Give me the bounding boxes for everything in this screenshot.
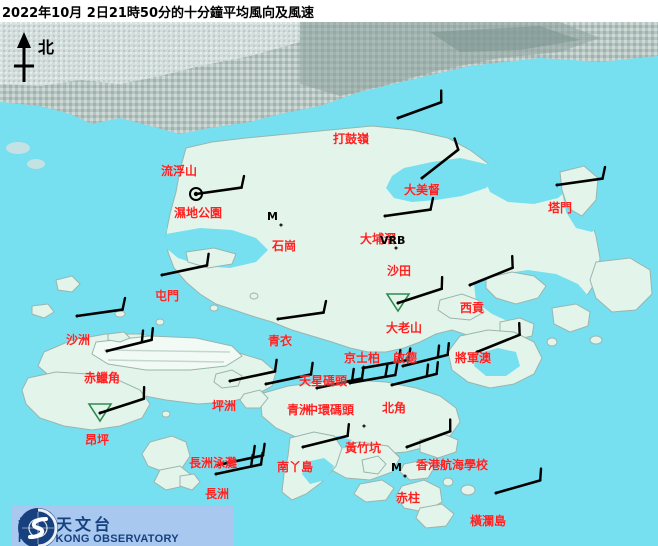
station-label[interactable]: 石崗: [272, 239, 297, 253]
wind-barb: [401, 341, 451, 368]
station-label[interactable]: 大美督: [404, 183, 441, 197]
station-marker-dot[interactable]: [227, 378, 233, 384]
title-bar: 2022年10月 2日21時50分的十分鐘平均風向及風速: [0, 0, 658, 22]
station-label[interactable]: 京士柏: [344, 351, 381, 365]
station-marker-dot[interactable]: [493, 490, 499, 496]
station-marker-dot[interactable]: [74, 313, 80, 319]
station-label[interactable]: 長洲泳灘: [189, 456, 238, 470]
wind-barb: [160, 252, 210, 277]
wind-barb: [396, 275, 444, 305]
station-marker-dot[interactable]: [213, 471, 219, 477]
station-marker-dot[interactable]: [159, 272, 165, 278]
station-label[interactable]: 昂坪: [85, 433, 110, 447]
wind-barb: [396, 89, 443, 120]
station-marker-dot[interactable]: [275, 316, 281, 322]
station-marker-dot[interactable]: [419, 175, 425, 181]
station-marker-dot[interactable]: [263, 381, 269, 387]
map-geography: [0, 22, 658, 546]
wind-barb: [75, 296, 127, 318]
station-marker-dot[interactable]: [278, 222, 284, 228]
station-label[interactable]: 大老山: [386, 321, 423, 335]
wind-barb: [98, 385, 146, 415]
wind-barb: [228, 358, 278, 383]
wind-barb: [276, 299, 328, 321]
station-label[interactable]: 天星碼頭: [299, 374, 348, 388]
station-marker-dot[interactable]: [389, 382, 395, 388]
page-title: 2022年10月 2日21時50分的十分鐘平均風向及風速: [2, 5, 315, 21]
station-label[interactable]: 濕地公園: [174, 206, 223, 220]
station-marker-dot[interactable]: [467, 282, 473, 288]
station-label[interactable]: 赤柱: [396, 491, 421, 505]
missing-data-flag: M: [391, 461, 402, 474]
station-marker-dot[interactable]: [474, 349, 480, 355]
wind-barb: [390, 360, 440, 387]
station-label[interactable]: 橫瀾島: [470, 514, 507, 528]
station-label[interactable]: 青洲: [287, 403, 312, 417]
map-canvas[interactable]: 北 打鼓嶺流浮山濕地公園 大美督塔門石崗 M 大埔滘沙田 VRB 屯門沙洲赤鱲角 青衣 西貢大…: [0, 22, 658, 546]
wind-barb: [214, 451, 264, 476]
wind-barb: [420, 137, 460, 180]
wind-barb: [301, 422, 351, 449]
station-label[interactable]: 南丫島: [277, 460, 314, 474]
station-label[interactable]: 北角: [382, 401, 407, 415]
station-label[interactable]: 香港航海學校: [416, 458, 489, 472]
station-label[interactable]: 沙田: [387, 264, 412, 278]
wind-barb: [105, 326, 155, 353]
wind-barb-layer: [75, 89, 607, 495]
north-arrow-icon: [14, 32, 34, 82]
station-marker-dot[interactable]: [402, 473, 408, 479]
wind-barb: [555, 165, 607, 187]
station-label[interactable]: 塔門: [548, 201, 573, 215]
station-label[interactable]: 坪洲: [212, 399, 237, 413]
station-label[interactable]: 青衣: [268, 334, 293, 348]
station-marker-dot[interactable]: [314, 385, 320, 391]
station-marker-dot[interactable]: [554, 182, 560, 188]
station-marker-dot[interactable]: [400, 363, 406, 369]
station-marker-dot[interactable]: [393, 245, 399, 251]
station-marker-dot[interactable]: [361, 423, 367, 429]
hko-name-english: HONG KONG OBSERVATORY: [18, 532, 179, 545]
station-label[interactable]: 中環碼頭: [306, 403, 355, 417]
station-label[interactable]: 西貢: [460, 301, 485, 315]
station-marker-dot[interactable]: [404, 444, 410, 450]
station-marker-dot[interactable]: [215, 462, 221, 468]
station-label[interactable]: 赤鱲角: [84, 371, 121, 385]
missing-data-flag: M: [267, 210, 278, 223]
wind-barb: [361, 347, 412, 370]
station-label[interactable]: 黃竹坑: [345, 441, 382, 455]
station-marker-dot[interactable]: [382, 213, 388, 219]
hko-swirl-logo: [18, 508, 58, 546]
station-marker-dot[interactable]: [97, 410, 103, 416]
station-label[interactable]: 大埔滘: [360, 232, 397, 246]
wind-barb: [405, 418, 452, 449]
compass: 北: [6, 30, 72, 88]
station-label[interactable]: 流浮山: [161, 164, 198, 178]
wind-barb: [264, 361, 314, 386]
station-label[interactable]: 長洲: [205, 487, 230, 501]
station-marker-dot[interactable]: [360, 365, 366, 371]
station-label[interactable]: 將軍澳: [455, 351, 492, 365]
station-marker-dot[interactable]: [395, 300, 401, 306]
station-label[interactable]: 屯門: [155, 289, 180, 303]
station-marker-dot[interactable]: [395, 115, 401, 121]
station-label[interactable]: 沙洲: [66, 333, 91, 347]
station-marker-dot[interactable]: [347, 380, 353, 386]
station-marker-dot[interactable]: [104, 348, 110, 354]
hko-logo: 香港天文台 HONG KONG OBSERVATORY: [12, 506, 234, 546]
wind-barb: [348, 362, 399, 385]
station-label[interactable]: 打鼓嶺: [333, 132, 370, 146]
station-label[interactable]: 啟德: [393, 351, 418, 365]
variable-wind-flag: VRB: [380, 234, 406, 247]
north-label: 北: [38, 38, 55, 57]
wind-barb: [468, 254, 514, 287]
wind-barb: [475, 321, 521, 354]
station-marker-dot[interactable]: [300, 444, 306, 450]
wind-barb: [194, 174, 246, 196]
wind-barb: [494, 467, 543, 495]
wind-barb: [383, 196, 435, 218]
